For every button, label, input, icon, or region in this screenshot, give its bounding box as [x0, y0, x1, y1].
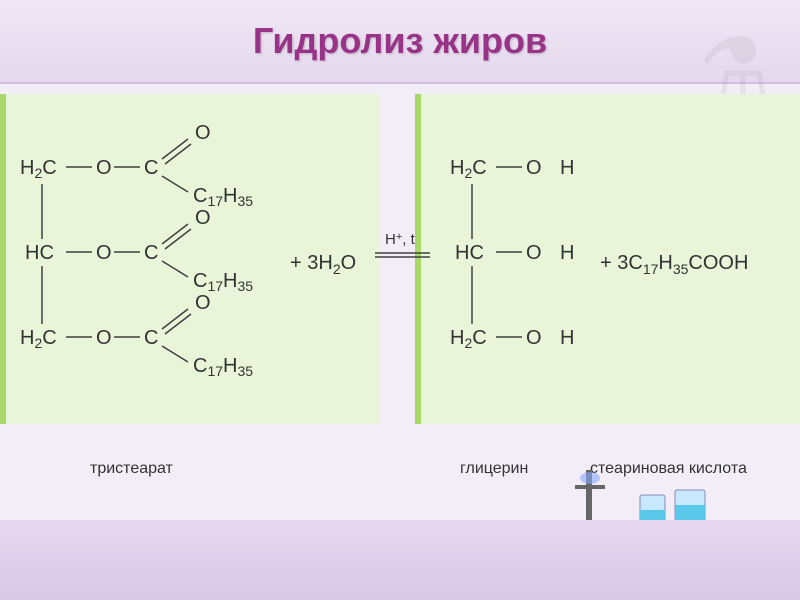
svg-text:H2C: H2C [450, 157, 487, 181]
svg-text:C: C [144, 242, 158, 264]
svg-text:O: O [96, 242, 112, 264]
svg-text:C17H35: C17H35 [193, 270, 253, 294]
backbone-c1: H2C [20, 157, 57, 181]
svg-text:O: O [526, 327, 542, 349]
svg-text:C17H35: C17H35 [193, 185, 253, 209]
reaction-product-acid: + 3C17H35COOH [600, 252, 748, 277]
branch-o-2: O [195, 207, 211, 229]
svg-text:O: O [526, 157, 542, 179]
svg-text:H+, t: H+, t [385, 231, 416, 248]
svg-text:O: O [96, 327, 112, 349]
glycerol-h3: H [560, 327, 574, 349]
backbone-c2: HC [25, 242, 54, 264]
svg-text:H2C: H2C [450, 327, 487, 351]
svg-text:HC: HC [455, 242, 484, 264]
glycerol-h2: H [560, 242, 574, 264]
tristearate-structure: H2C HC H2C O O O C C C O O O C17H35 [10, 104, 280, 404]
slide-footer [0, 520, 800, 600]
branch-o-1: O [195, 122, 211, 144]
glycerol-h1: H [560, 157, 574, 179]
reaction-arrow: H+, t [370, 229, 440, 269]
label-glycerol: глицерин [460, 460, 528, 478]
reaction-plus-water: + 3H2O [290, 252, 356, 277]
svg-text:C17H35: C17H35 [193, 355, 253, 379]
svg-text:O: O [96, 157, 112, 179]
svg-text:C: C [144, 157, 158, 179]
branch-o-3: O [195, 292, 211, 314]
glycerol-structure: H2C HC H2C O O O H H H [440, 104, 620, 404]
slide-title: Гидролиз жиров [40, 20, 760, 62]
backbone-c3: H2C [20, 327, 57, 351]
label-tristearate: тристеарат [90, 460, 173, 478]
svg-text:C: C [144, 327, 158, 349]
svg-text:O: O [526, 242, 542, 264]
slide-header: Гидролиз жиров [0, 0, 800, 84]
